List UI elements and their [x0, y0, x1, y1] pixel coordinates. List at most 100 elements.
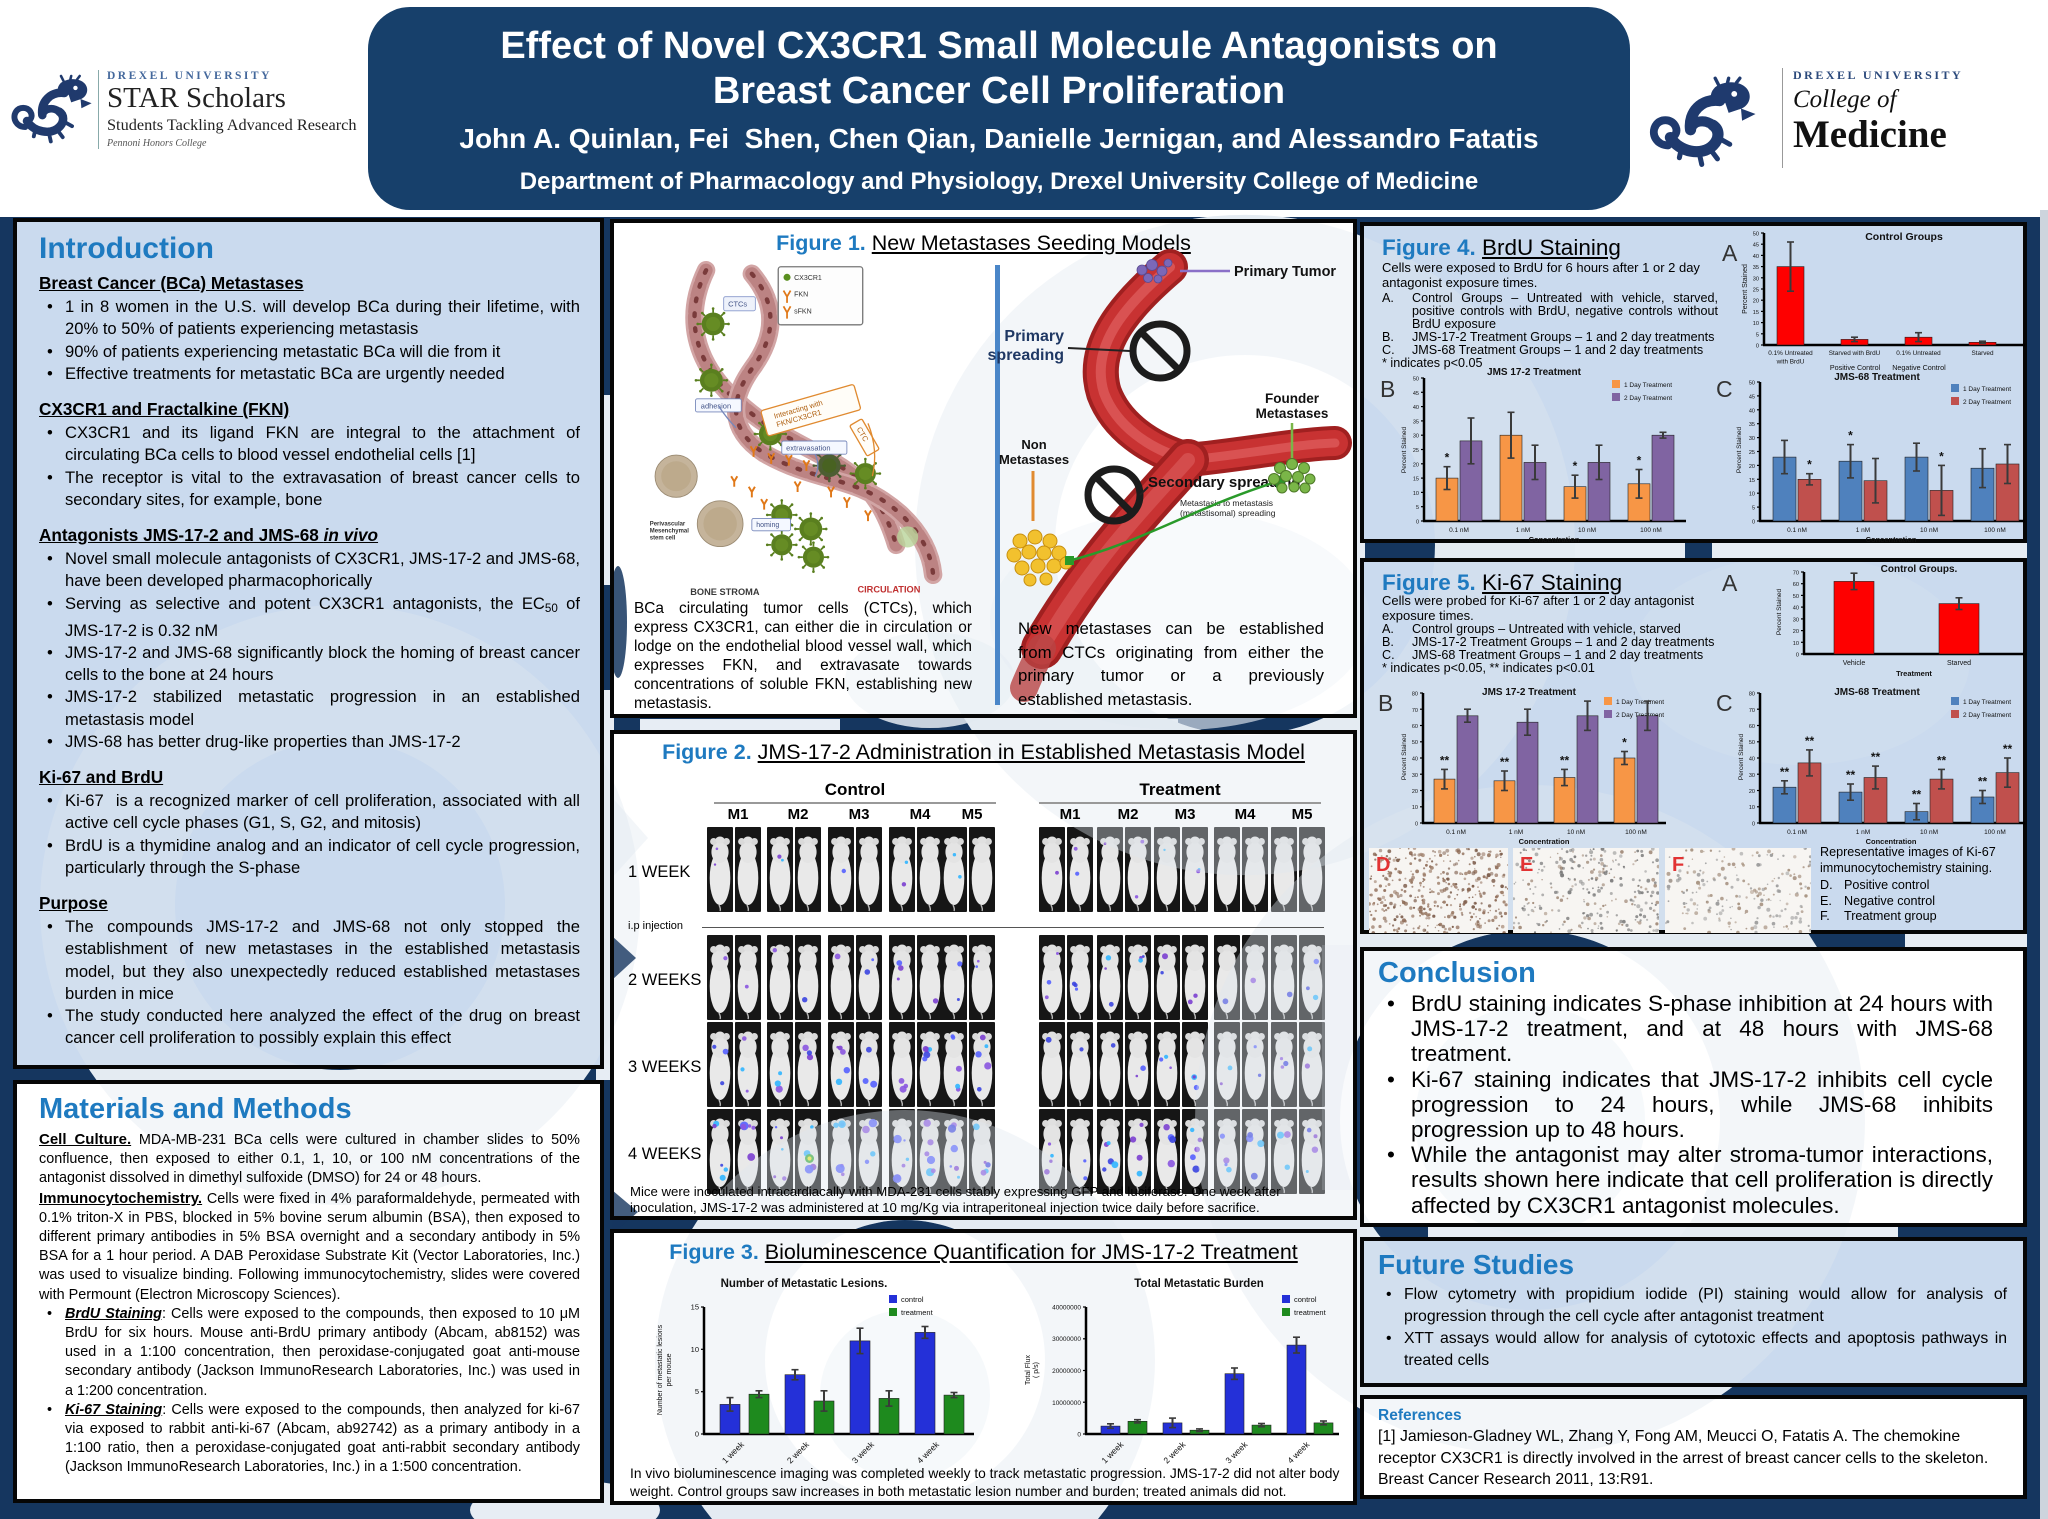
svg-text:1 week: 1 week [720, 1439, 747, 1466]
svg-text:0: 0 [1796, 653, 1799, 659]
svg-text:Treatment: Treatment [1896, 669, 1932, 678]
svg-text:1 nM: 1 nM [1856, 527, 1870, 534]
svg-text:BONE STROMA: BONE STROMA [690, 587, 760, 597]
svg-text:Number of Metastatic Lesions.: Number of Metastatic Lesions. [721, 1278, 888, 1290]
svg-text:60: 60 [1793, 582, 1799, 588]
svg-text:Percent Stained: Percent Stained [1776, 588, 1783, 635]
svg-text:10: 10 [1753, 321, 1759, 327]
svg-text:2 week: 2 week [1161, 1439, 1188, 1466]
svg-text:**: ** [1780, 765, 1790, 779]
svg-text:Starved with BrdU: Starved with BrdU [1829, 350, 1881, 357]
svg-text:30: 30 [1749, 436, 1755, 442]
svg-text:5: 5 [695, 1387, 699, 1396]
svg-text:**: ** [1805, 734, 1815, 748]
svg-text:20: 20 [1749, 464, 1755, 470]
svg-text:*: * [1848, 429, 1853, 443]
svg-text:Founder: Founder [1265, 391, 1320, 406]
svg-text:**: ** [1871, 750, 1881, 764]
svg-text:E: E [1520, 854, 1533, 876]
svg-text:60: 60 [1749, 724, 1755, 730]
svg-text:**: ** [1912, 788, 1922, 802]
svg-text:Concentration: Concentration [1519, 837, 1570, 846]
svg-text:0: 0 [1756, 344, 1759, 350]
svg-text:40: 40 [1753, 254, 1759, 260]
svg-text:50: 50 [1753, 232, 1759, 238]
svg-text:Total Flux: Total Flux [1025, 1355, 1032, 1385]
svg-text:10: 10 [1412, 805, 1418, 811]
svg-text:*: * [1573, 459, 1578, 473]
svg-text:Percent Stained: Percent Stained [1401, 426, 1408, 473]
svg-text:40000000: 40000000 [1052, 1305, 1081, 1312]
svg-text:15: 15 [1413, 477, 1419, 483]
svg-text:Percent Stained: Percent Stained [1401, 733, 1408, 780]
svg-text:treatment: treatment [1294, 1308, 1327, 1317]
svg-text:0: 0 [1415, 822, 1418, 828]
svg-text:**: ** [1500, 755, 1510, 769]
svg-text:Metastasis to metastasis: Metastasis to metastasis [1180, 498, 1273, 508]
svg-text:0.1% Untreated: 0.1% Untreated [1768, 350, 1813, 357]
svg-text:70: 70 [1793, 571, 1799, 577]
svg-text:Negative Control: Negative Control [1892, 363, 1946, 372]
svg-text:40: 40 [1412, 757, 1418, 763]
svg-text:4 week: 4 week [1285, 1439, 1312, 1466]
svg-text:CTCs: CTCs [728, 299, 747, 308]
svg-text:30: 30 [1753, 276, 1759, 282]
svg-text:Metastases: Metastases [1256, 406, 1329, 421]
svg-text:stem cell: stem cell [650, 536, 676, 542]
svg-text:Control Groups: Control Groups [1865, 231, 1943, 243]
svg-text:3 week: 3 week [850, 1439, 877, 1466]
svg-text:20000000: 20000000 [1052, 1368, 1081, 1375]
svg-text:40: 40 [1749, 757, 1755, 763]
svg-text:10 nM: 10 nM [1567, 829, 1585, 836]
svg-text:Primary: Primary [1004, 328, 1064, 345]
svg-text:1 nM: 1 nM [1509, 829, 1523, 836]
svg-text:10000000: 10000000 [1052, 1400, 1081, 1407]
svg-text:CX3CR1: CX3CR1 [794, 275, 822, 282]
svg-text:20: 20 [1412, 789, 1418, 795]
svg-text:Concentration: Concentration [1866, 535, 1917, 544]
svg-text:( p/s): ( p/s) [1033, 1362, 1040, 1378]
svg-text:per mouse: per mouse [666, 1353, 673, 1386]
svg-text:Mesenchymal: Mesenchymal [650, 529, 689, 535]
svg-text:Perivascular: Perivascular [650, 521, 686, 527]
svg-text:5: 5 [1756, 332, 1759, 338]
svg-text:0: 0 [1416, 520, 1419, 526]
svg-text:Concentration: Concentration [1866, 837, 1917, 846]
svg-text:1 week: 1 week [1099, 1439, 1126, 1466]
svg-text:50: 50 [1749, 740, 1755, 746]
svg-text:*: * [1637, 454, 1642, 468]
svg-text:1 nM: 1 nM [1516, 527, 1530, 534]
svg-text:extravasation: extravasation [786, 444, 830, 453]
svg-text:1 Day Treatment: 1 Day Treatment [1624, 382, 1672, 389]
svg-text:**: ** [1846, 768, 1856, 782]
svg-text:CIRCULATION: CIRCULATION [857, 584, 920, 594]
svg-text:adhesion: adhesion [701, 401, 731, 410]
svg-text:40: 40 [1749, 408, 1755, 414]
svg-text:**: ** [1937, 753, 1947, 767]
svg-text:80: 80 [1749, 692, 1755, 698]
svg-text:JMS-68 Treatment: JMS-68 Treatment [1834, 372, 1920, 383]
svg-text:1 nM: 1 nM [1856, 829, 1870, 836]
svg-text:100 nM: 100 nM [1984, 829, 2006, 836]
svg-text:**: ** [2003, 742, 2013, 756]
svg-text:spreading: spreading [988, 347, 1064, 364]
svg-text:homing: homing [756, 522, 779, 529]
svg-text:35: 35 [1413, 419, 1419, 425]
svg-text:Percent Stained: Percent Stained [1738, 733, 1745, 780]
svg-text:5: 5 [1752, 506, 1755, 512]
svg-text:0.1% Untreated: 0.1% Untreated [1896, 350, 1941, 357]
svg-text:60: 60 [1412, 724, 1418, 730]
svg-text:Control Groups.: Control Groups. [1881, 564, 1958, 575]
svg-text:30: 30 [1793, 617, 1799, 623]
svg-text:0: 0 [1752, 520, 1755, 526]
svg-text:**: ** [1978, 775, 1988, 789]
svg-text:30: 30 [1749, 773, 1755, 779]
svg-text:sFKN: sFKN [794, 308, 812, 315]
svg-text:Percent Stained: Percent Stained [1742, 264, 1749, 314]
svg-text:Primary Tumor: Primary Tumor [1234, 264, 1336, 280]
svg-text:JMS 17-2 Treatment: JMS 17-2 Treatment [1487, 367, 1582, 378]
svg-text:*: * [1807, 458, 1812, 472]
svg-text:35: 35 [1749, 422, 1755, 428]
svg-text:35: 35 [1753, 265, 1759, 271]
svg-text:40: 40 [1413, 405, 1419, 411]
